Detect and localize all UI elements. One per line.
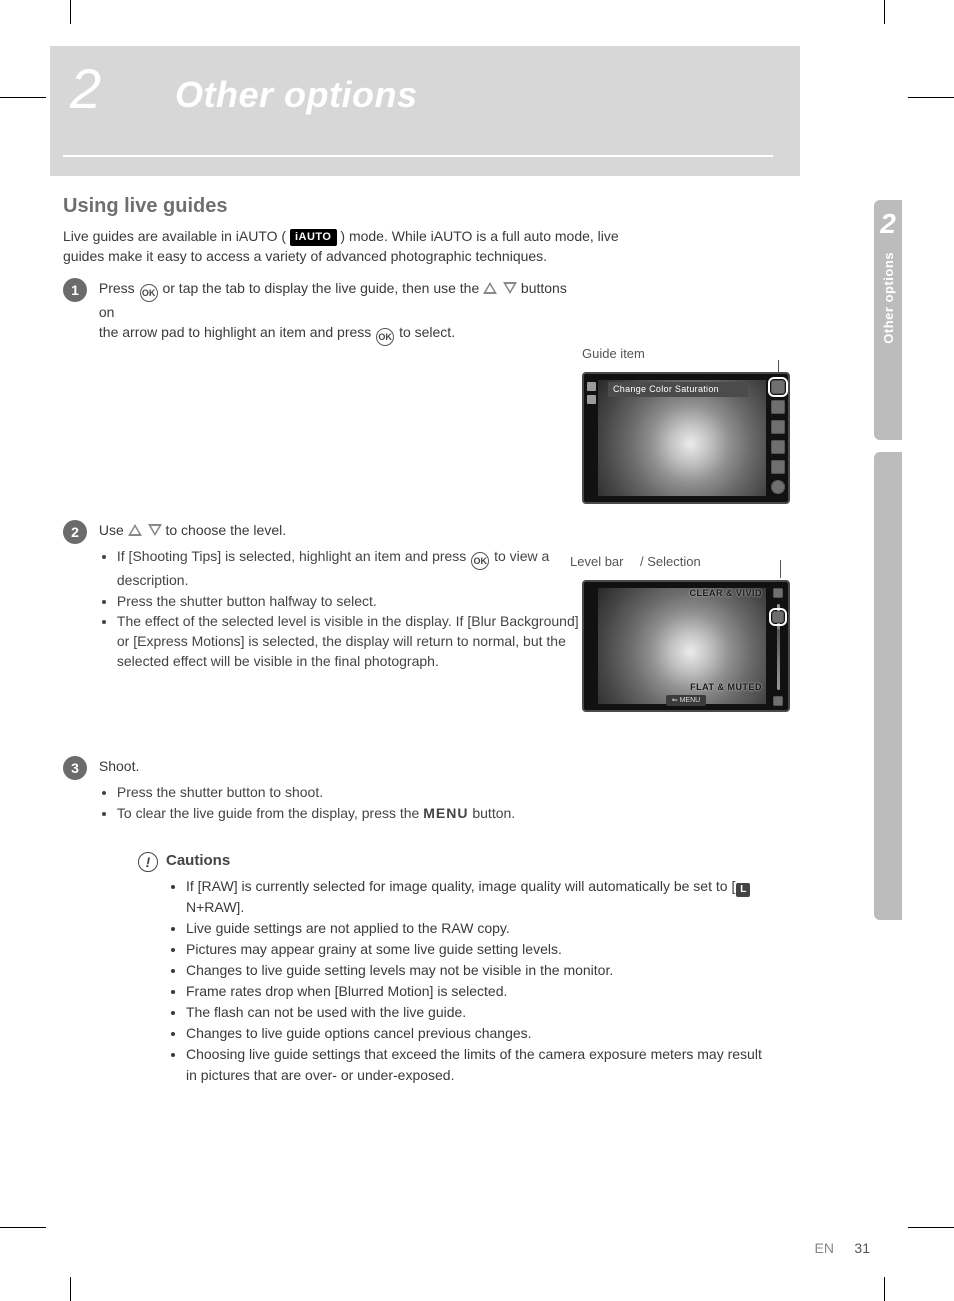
image-size-badge-icon: L [736, 883, 750, 897]
chapter-rule [63, 155, 773, 157]
lcd2-label-sel: / Selection [640, 554, 701, 569]
ok-button-icon: OK [376, 328, 394, 346]
ok-button-icon: OK [471, 552, 489, 570]
step2-bullet: The effect of the selected level is visi… [117, 611, 579, 672]
up-triangle-icon [128, 524, 142, 536]
iauto-badge-icon: iAUTO [290, 229, 337, 246]
guide-item-icon [771, 460, 785, 474]
intro-part3: guides make it easy to access a variety … [63, 248, 547, 264]
crop-mark [908, 1227, 954, 1228]
lcd-left-indicators [586, 378, 596, 498]
crop-mark [884, 1277, 885, 1301]
guide-item-icon [771, 480, 785, 494]
intro-text: Live guides are available in iAUTO ( iAU… [63, 227, 763, 266]
lcd2-label-sel-text: Selection [647, 554, 700, 569]
step1-text-b: or tap the tab to display the live guide… [162, 280, 483, 296]
caution-item: Live guide settings are not applied to t… [186, 918, 768, 939]
caution-text: If [RAW] is currently selected for image… [186, 878, 735, 894]
lcd-level-bar [770, 586, 786, 706]
lcd-preview-1: Change Color Saturation [582, 372, 790, 504]
step2-text-b: to choose the level. [165, 522, 286, 538]
step-2: 2 Use to choose the level. If [Shooting … [63, 520, 603, 672]
lcd1-label: Guide item [582, 346, 645, 361]
crop-mark [908, 97, 954, 98]
section-heading: Using live guides [63, 195, 227, 218]
level-track [777, 629, 780, 690]
chapter-title: Other options [175, 74, 418, 116]
crop-mark [70, 1277, 71, 1301]
step2-bullet: If [Shooting Tips] is selected, highligh… [117, 546, 579, 590]
caution-item: If [RAW] is currently selected for image… [186, 876, 768, 918]
step-1: 1 Press OK or tap the tab to display the… [63, 278, 603, 346]
step3-bullet: To clear the live guide from the display… [117, 803, 579, 823]
level-cursor-icon [772, 611, 784, 623]
up-triangle-icon [483, 282, 497, 294]
caution-item: Frame rates drop when [Blurred Motion] i… [186, 981, 768, 1002]
step1-text-d: the arrow pad to highlight an item and p… [99, 324, 375, 340]
side-tab-secondary [874, 452, 902, 920]
page-number: 31 [854, 1240, 870, 1256]
cautions-list: If [RAW] is currently selected for image… [168, 876, 768, 1086]
step-badge: 2 [63, 520, 87, 544]
step2-bullet-text: If [Shooting Tips] is selected, highligh… [117, 548, 470, 564]
intro-part2: ) mode. While iAUTO is a full auto mode,… [340, 228, 618, 244]
level-tick-icon [773, 696, 783, 706]
guide-item-icon [771, 380, 785, 394]
step3-text: Shoot. [99, 758, 139, 774]
level-tick-icon [773, 588, 783, 598]
lcd-preview-2: CLEAR & VIVID FLAT & MUTED ⇐ MENU [582, 580, 790, 712]
step2-text-a: Use [99, 522, 128, 538]
caution-item: Changes to live guide setting levels may… [186, 960, 768, 981]
guide-item-icon [771, 420, 785, 434]
down-triangle-icon [503, 282, 517, 294]
ok-button-icon: OK [140, 284, 158, 302]
caution-item: Choosing live guide settings that exceed… [186, 1044, 768, 1086]
step1-text: Press [99, 280, 139, 296]
crop-mark [70, 0, 71, 24]
caution-text: N+RAW]. [186, 899, 244, 915]
chapter-number: 2 [70, 56, 103, 121]
lcd-caption-bot: FLAT & MUTED [690, 682, 762, 692]
lcd-info-bar: Change Color Saturation [608, 382, 748, 397]
lcd-caption-top: CLEAR & VIVID [689, 588, 762, 598]
step-3: 3 Shoot. Press the shutter button to sho… [63, 756, 603, 823]
step1-text-e: to select. [399, 324, 455, 340]
caution-item: Changes to live guide options cancel pre… [186, 1023, 768, 1044]
lcd2-leader [780, 560, 781, 578]
page-language-label: EN [815, 1240, 834, 1256]
menu-button-label: MENU [423, 805, 468, 821]
caution-item: The flash can not be used with the live … [186, 1002, 768, 1023]
step3-bullet-text: To clear the live guide from the display… [117, 805, 423, 821]
guide-item-icon [771, 400, 785, 414]
caution-item: Pictures may appear grainy at some live … [186, 939, 768, 960]
lcd-photo [598, 380, 766, 496]
lcd2-label-bar: Level bar [570, 554, 623, 569]
side-tab-label: Other options [881, 252, 896, 344]
down-triangle-icon [148, 524, 162, 536]
step3-bullet: Press the shutter button to shoot. [117, 782, 579, 802]
side-tab-chapter: 2 Other options [874, 200, 902, 440]
crop-mark [884, 0, 885, 24]
step-badge: 3 [63, 756, 87, 780]
crop-mark [0, 97, 46, 98]
cautions-heading: Cautions [166, 852, 230, 869]
step-badge: 1 [63, 278, 87, 302]
crop-mark [0, 1227, 46, 1228]
guide-item-icon [771, 440, 785, 454]
step2-bullet: Press the shutter button halfway to sele… [117, 591, 579, 611]
lcd-menu-hint: ⇐ MENU [666, 695, 706, 706]
intro-part1: Live guides are available in iAUTO ( [63, 228, 286, 244]
lcd-guide-column [770, 378, 786, 498]
caution-icon: ! [138, 852, 158, 872]
side-tab-number: 2 [874, 200, 902, 240]
step3-bullet-text: button. [472, 805, 515, 821]
